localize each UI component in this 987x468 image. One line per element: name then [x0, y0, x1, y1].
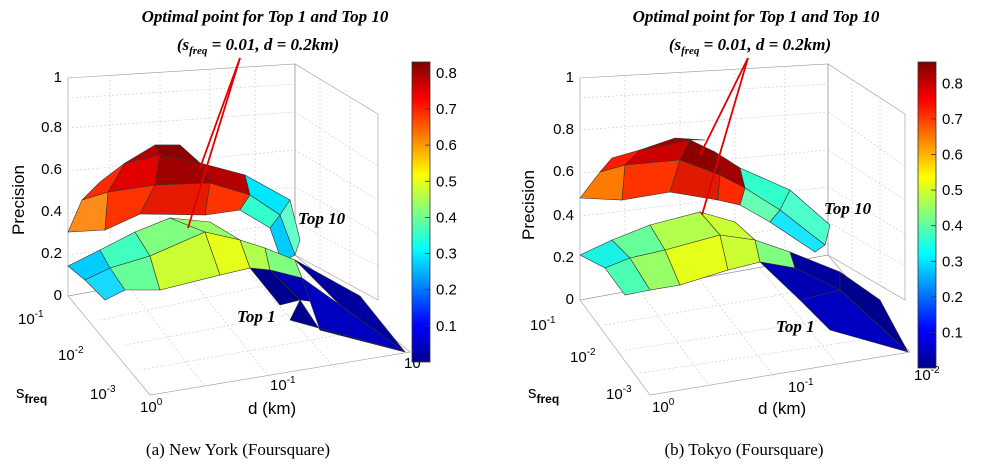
svg-text:0.8: 0.8: [553, 121, 574, 138]
svg-text:10-2: 10-2: [570, 347, 596, 366]
panel-b-label-top10: Top 10: [824, 199, 872, 218]
svg-text:10-1: 10-1: [788, 377, 814, 396]
colorbar-tick-label: 0.5: [436, 173, 457, 190]
panel-b-grid: [579, 63, 911, 396]
svg-text:10-1: 10-1: [270, 375, 296, 394]
panel-a-pointer: [187, 57, 241, 229]
panel-b-colorbar-ticks: 0.1 0.2 0.3 0.4 0.5 0.6 0.7 0.8: [931, 75, 963, 341]
panel-b-label-top1: Top 1: [776, 317, 815, 336]
svg-text:0.4: 0.4: [553, 207, 574, 224]
panel-a-sticks: 10-1 10-2 10-3: [18, 309, 116, 403]
panel-a-ylabel: sfreq: [16, 383, 47, 406]
panel-a-zticks: 0 0.2 0.4 0.6 0.8 1: [41, 69, 62, 304]
colorbar-tick-label: 0.3: [942, 253, 963, 270]
svg-text:10-2: 10-2: [58, 345, 84, 364]
colorbar-tick-label: 0.6: [942, 147, 963, 164]
panel-b-zlabel: Precision: [519, 170, 538, 240]
colorbar-tick-label: 0.2: [436, 282, 457, 299]
panel-a-label-top10: Top 10: [298, 209, 346, 228]
svg-text:10-3: 10-3: [90, 384, 116, 403]
panel-a-surface-top10: [67, 144, 301, 263]
panel-b-surface-top10: [579, 137, 831, 253]
panel-b-ylabel: sfreq: [528, 383, 559, 406]
colorbar-tick-label: 0.7: [436, 101, 457, 118]
panel-a-colorbar-ticks: 0.1 0.2 0.3 0.4 0.5 0.6 0.7 0.8: [425, 65, 457, 335]
svg-text:0: 0: [566, 291, 574, 308]
colorbar-tick-label: 0.8: [436, 65, 457, 82]
colorbar-tick-label: 0.4: [436, 209, 457, 226]
panel-b-sticks: 10-1 10-2 10-3: [530, 315, 632, 403]
panel-a-surface-top1: [67, 217, 406, 353]
panel-a-grid: [67, 63, 411, 396]
svg-text:1: 1: [54, 69, 62, 86]
panel-b-title-line2: (sfreq = 0.01, d = 0.2km): [669, 35, 831, 57]
svg-text:0.8: 0.8: [41, 119, 62, 136]
svg-text:10-1: 10-1: [18, 309, 44, 328]
panel-b-pointer: [699, 57, 749, 216]
colorbar-tick-label: 0.8: [942, 75, 963, 92]
panel-b-colorbar: [917, 61, 937, 369]
colorbar-tick-label: 0.5: [942, 182, 963, 199]
panel-a-dticks: 100 10-1 10-2: [140, 353, 430, 416]
panel-a-zlabel: Precision: [9, 165, 28, 235]
svg-text:10-3: 10-3: [606, 384, 632, 403]
colorbar-tick-label: 0.1: [942, 324, 963, 341]
svg-text:100: 100: [652, 397, 675, 416]
panel-b-dticks: 100 10-1 10-2: [652, 365, 940, 416]
panel-a-colorbar: [411, 61, 431, 363]
svg-text:0.4: 0.4: [41, 203, 62, 220]
svg-text:0: 0: [54, 287, 62, 304]
panel-b-zticks: 0 0.2 0.4 0.6 0.8 1: [553, 69, 574, 308]
colorbar-tick-label: 0.3: [436, 246, 457, 263]
panel-b: Optimal point for Top 1 and Top 10 (sfre…: [519, 7, 963, 459]
colorbar-tick-label: 0.4: [942, 218, 963, 235]
colorbar-tick-label: 0.1: [436, 318, 457, 335]
svg-text:0.6: 0.6: [41, 161, 62, 178]
svg-text:0.2: 0.2: [41, 245, 62, 262]
panel-b-xlabel: d (km): [758, 399, 806, 418]
colorbar-tick-label: 0.2: [942, 289, 963, 306]
colorbar-tick-label: 0.7: [942, 111, 963, 128]
svg-text:10-1: 10-1: [530, 315, 556, 334]
panel-a-label-top1: Top 1: [237, 307, 276, 326]
panel-a-title-line1: Optimal point for Top 1 and Top 10: [142, 7, 389, 26]
svg-text:0.2: 0.2: [553, 249, 574, 266]
panel-a-caption: (a) New York (Foursquare): [146, 440, 330, 459]
svg-text:10-2: 10-2: [914, 365, 940, 384]
svg-text:1: 1: [566, 69, 574, 86]
panel-b-caption: (b) Tokyo (Foursquare): [664, 440, 823, 459]
svg-text:100: 100: [140, 397, 163, 416]
svg-text:0.6: 0.6: [553, 163, 574, 180]
colorbar-tick-label: 0.6: [436, 137, 457, 154]
panel-b-surface-top1: [579, 211, 909, 353]
panel-a: Optimal point for Top 1 and Top 10 (sfre…: [9, 7, 457, 459]
panel-b-title-line1: Optimal point for Top 1 and Top 10: [633, 7, 880, 26]
panel-a-title-line2: (sfreq = 0.01, d = 0.2km): [177, 35, 339, 57]
panel-a-xlabel: d (km): [248, 399, 296, 418]
